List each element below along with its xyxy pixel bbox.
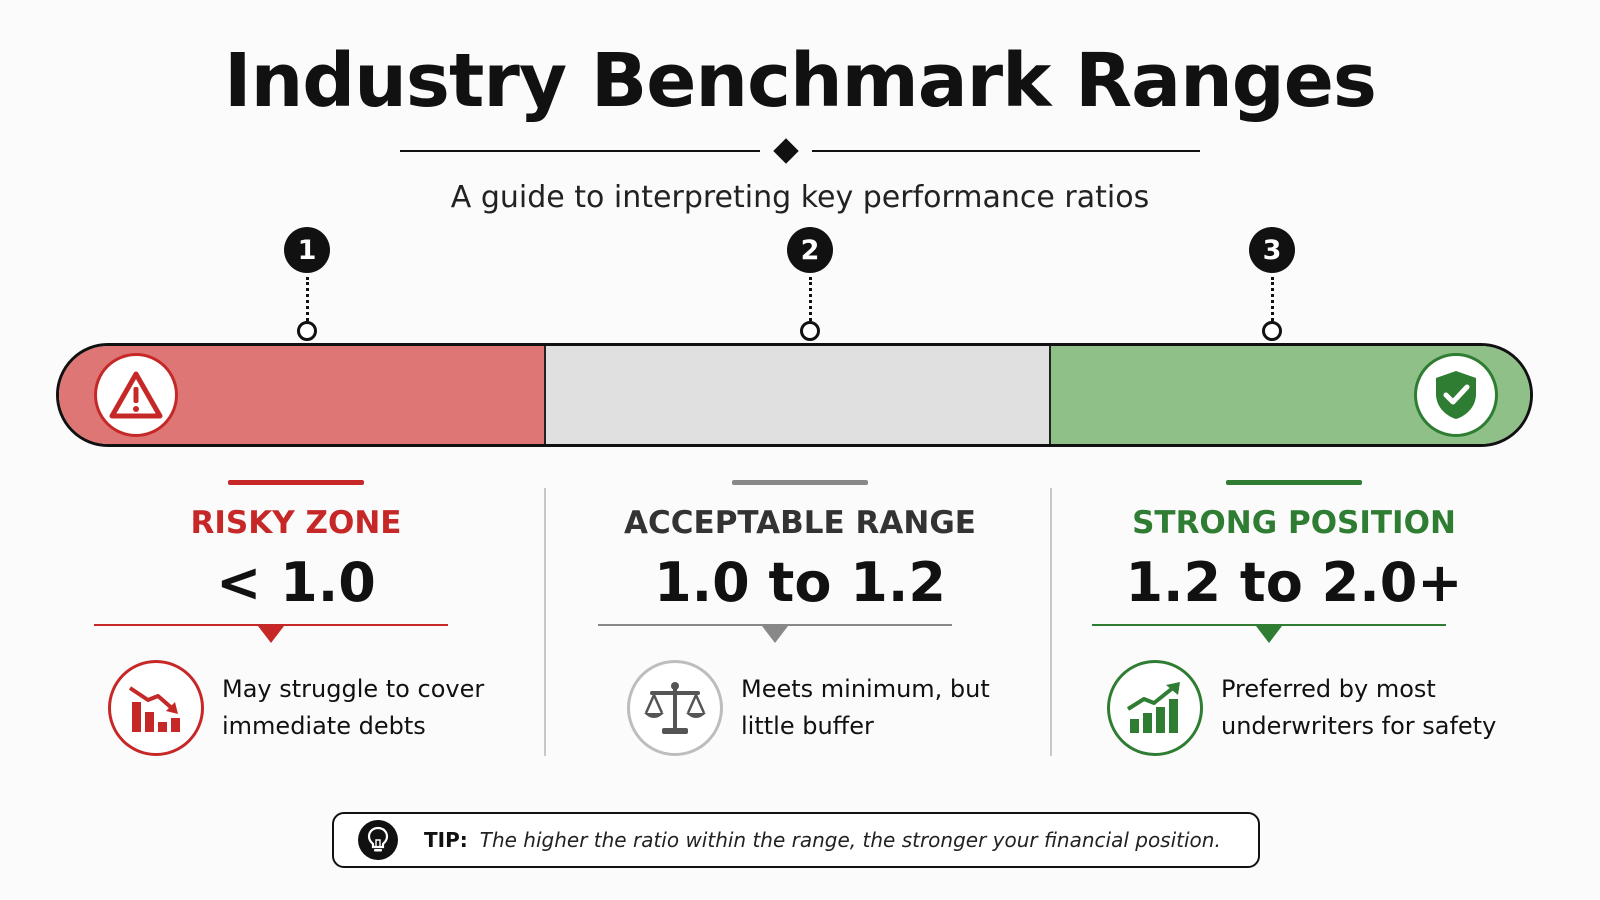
pointer-triangle-icon [1256, 626, 1282, 643]
accent-line [228, 480, 364, 485]
marker-connector [809, 277, 812, 321]
benchmark-range-bar [56, 343, 1533, 447]
zone-value: 1.2 to 2.0+ [1125, 551, 1463, 614]
strong-position-description: Preferred by most underwriters for safet… [1107, 658, 1501, 758]
page-subtitle: A guide to interpreting key performance … [450, 180, 1150, 215]
acceptable-range-description: Meets minimum, but little buffer [627, 658, 1021, 758]
pointer-triangle-icon [762, 626, 788, 643]
zone-description: Meets minimum, but little buffer [741, 675, 990, 740]
accent-line [1226, 480, 1362, 485]
zone-label: ACCEPTABLE RANGE [624, 505, 976, 541]
acceptable-range-column: ACCEPTABLE RANGE 1.0 to 1.2 [590, 480, 1010, 643]
marker-point [1262, 321, 1282, 341]
page-title: Industry Benchmark Ranges [224, 38, 1377, 124]
risky-zone-description: May struggle to cover immediate debts [108, 658, 502, 758]
zone-label: RISKY ZONE [190, 505, 402, 541]
zone-underline [94, 624, 448, 626]
zone-underline [1092, 624, 1446, 626]
marker-connector [306, 277, 309, 321]
pointer-triangle-icon [258, 626, 284, 643]
shield-check-icon [1414, 353, 1498, 437]
zone-label: STRONG POSITION [1132, 505, 1456, 541]
marker-number: 2 [787, 227, 833, 273]
marker-connector [1271, 277, 1274, 321]
zone-value: 1.0 to 1.2 [654, 551, 946, 614]
tip-text: The higher the ratio within the range, t… [479, 828, 1221, 852]
tip-label: TIP: [424, 828, 468, 852]
accent-line [732, 480, 868, 485]
marker-number: 3 [1249, 227, 1295, 273]
marker-point [297, 321, 317, 341]
risky-zone-column: RISKY ZONE < 1.0 [86, 480, 506, 643]
acceptable-range-segment [544, 346, 1051, 444]
title-divider-left [400, 150, 760, 152]
warning-icon [94, 353, 178, 437]
marker-1: 1 [284, 227, 330, 341]
tip-box: TIP: The higher the ratio within the ran… [332, 812, 1260, 868]
column-separator [544, 488, 546, 756]
declining-chart-icon [108, 660, 204, 756]
growth-chart-icon [1107, 660, 1203, 756]
marker-3: 3 [1249, 227, 1295, 341]
lightbulb-icon [358, 820, 398, 860]
scales-icon [627, 660, 723, 756]
strong-position-column: STRONG POSITION 1.2 to 2.0+ [1084, 480, 1504, 643]
column-separator [1050, 488, 1052, 756]
title-divider-right [812, 150, 1200, 152]
marker-point [800, 321, 820, 341]
marker-2: 2 [787, 227, 833, 341]
marker-number: 1 [284, 227, 330, 273]
zone-underline [598, 624, 952, 626]
zone-value: < 1.0 [216, 551, 376, 614]
zone-description: Preferred by most underwriters for safet… [1221, 675, 1497, 740]
zone-description: May struggle to cover immediate debts [222, 675, 485, 740]
diamond-ornament [773, 138, 799, 164]
